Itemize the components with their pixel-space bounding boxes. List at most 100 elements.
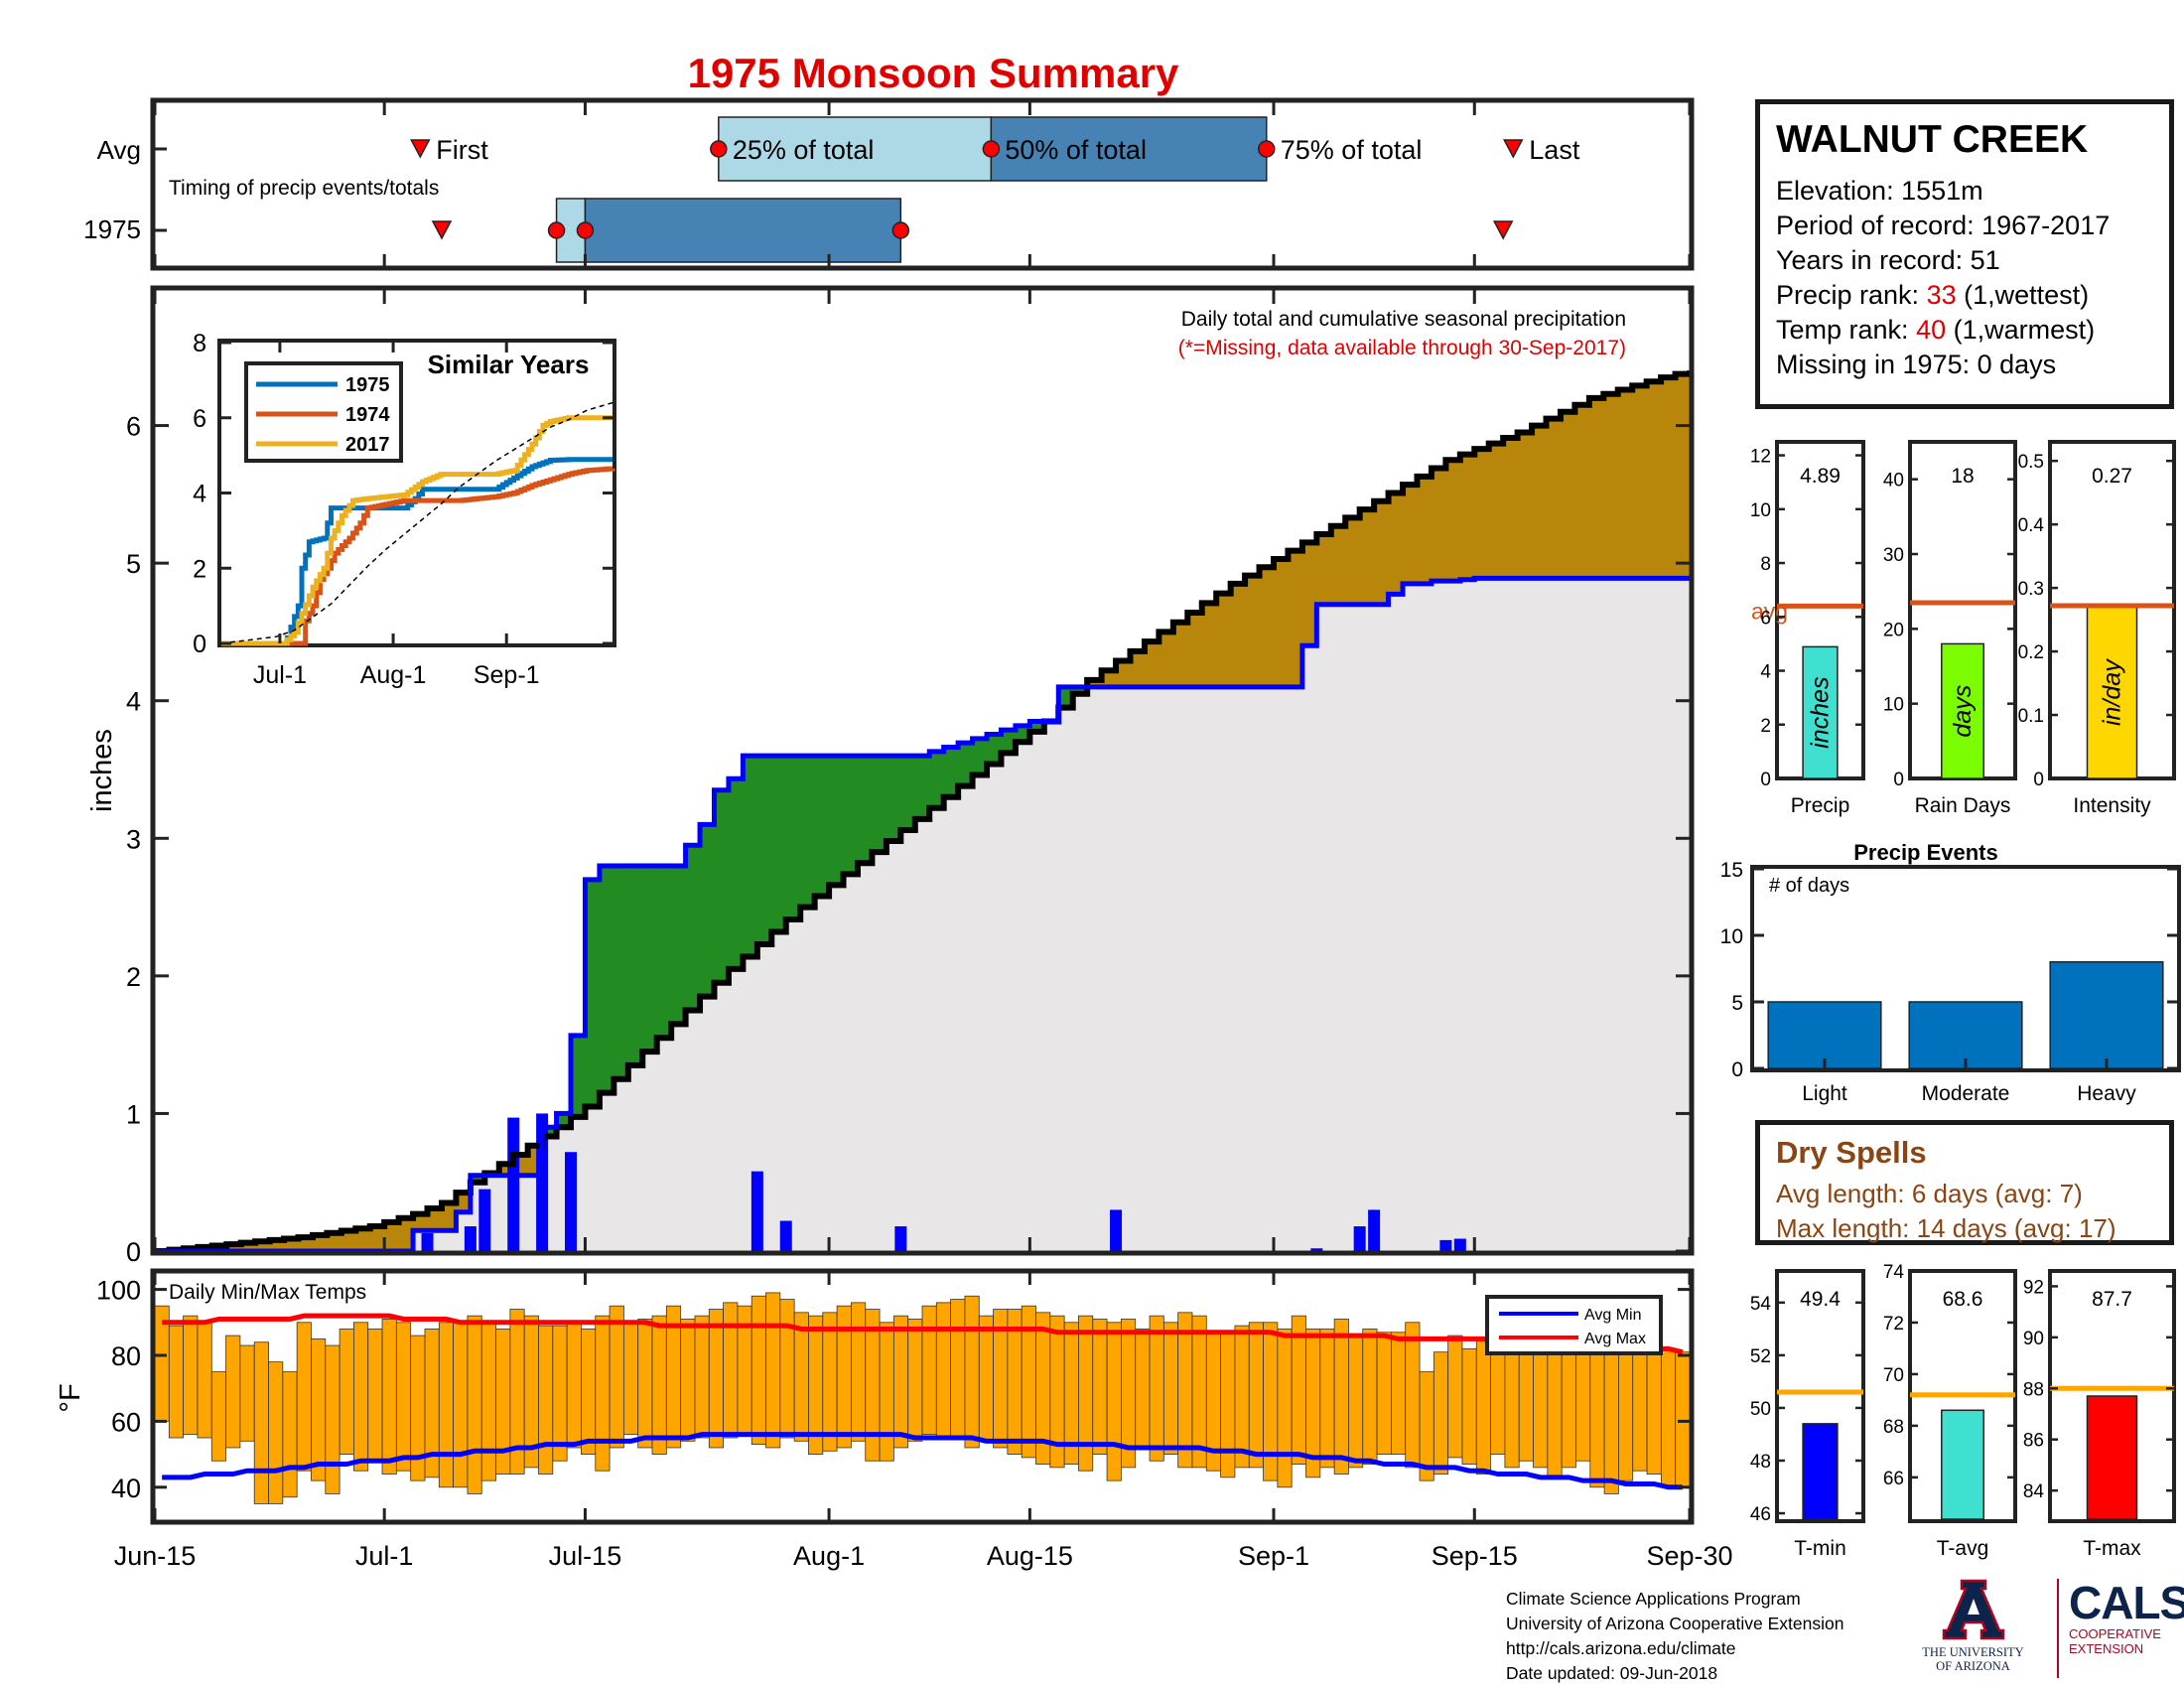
- temp-legend-label-0: Avg Min: [1584, 1307, 1642, 1324]
- diff-band-67: [1116, 660, 1132, 687]
- diff-band-45: [800, 756, 816, 908]
- timing-subtitle: Timing of precip events/totals: [169, 177, 439, 200]
- temp-y-tick-label-0: 40: [111, 1474, 141, 1503]
- temp-bar-55: [935, 1302, 952, 1439]
- year-p75-marker: [891, 221, 910, 239]
- diff-band-102: [1617, 389, 1634, 579]
- tstat-value-2: 87.7: [2092, 1288, 2132, 1311]
- diff-band-31: [599, 866, 615, 1093]
- diff-band-103: [1632, 385, 1648, 579]
- main-y-tick-label-2: 2: [126, 962, 141, 992]
- diff-band-15: [369, 1226, 385, 1251]
- temp-bar-105: [1646, 1341, 1662, 1475]
- station-info-box: WALNUT CREEK Elevation: 1551m Period of …: [1755, 99, 2174, 409]
- temp-rank-value: 40: [1916, 315, 1947, 345]
- diff-band-11: [312, 1234, 329, 1251]
- diff-band-52: [900, 756, 916, 830]
- year-box-50-75: [584, 198, 902, 263]
- tstat-y-tick-label-0-2: 50: [1750, 1399, 1771, 1420]
- event-y-tick-label-2: 10: [1720, 925, 1743, 948]
- event-bar-0: [1767, 1001, 1882, 1069]
- diff-band-61: [1029, 721, 1045, 732]
- diff-band-79: [1288, 550, 1303, 687]
- x-tick-label-5: Sep-1: [1238, 1541, 1309, 1571]
- stat-y-tick-label-0-3: 6: [1760, 608, 1771, 629]
- temp-bar-43: [765, 1292, 781, 1449]
- temp-bar-84: [1348, 1335, 1364, 1469]
- daily-precip-bar-13: [1439, 1239, 1452, 1251]
- diff-band-12: [327, 1232, 342, 1251]
- diff-band-30: [585, 879, 601, 1107]
- timing-label-first: First: [436, 135, 488, 165]
- temp-bar-34: [637, 1319, 653, 1449]
- avg-min-line: [162, 1432, 1683, 1490]
- temp-bar-35: [651, 1315, 667, 1456]
- dry-spells-avg: Avg length: 6 days (avg: 7): [1776, 1179, 2083, 1208]
- diff-band-17: [398, 1217, 414, 1251]
- diff-band-96: [1532, 425, 1548, 579]
- footer-line-4: Date updated: 09-Jun-2018: [1506, 1663, 1718, 1683]
- tstat-label-0: T-min: [1794, 1537, 1846, 1560]
- temp-bar-66: [1092, 1319, 1108, 1455]
- temp-bar-103: [1618, 1344, 1634, 1481]
- tstat-y-tick-label-1-0: 66: [1883, 1469, 1904, 1489]
- tstat-bar-1: [1941, 1409, 1984, 1520]
- diff-band-49: [857, 756, 874, 864]
- diff-band-39: [714, 789, 730, 983]
- stat-unit-1: days: [1949, 685, 1977, 738]
- main-precip-marks: 0 1 2 3 4 5 6: [126, 290, 1693, 1267]
- temp-bar-33: [622, 1322, 639, 1436]
- temp-bar-8: [268, 1361, 284, 1504]
- stat-bar-1: [1941, 642, 1984, 779]
- x-axis-labels: Jun-15 Jul-1 Jul-15 Aug-1 Aug-15 Sep-1 Sep-15 S…: [114, 1541, 1733, 1571]
- temp-bar-3: [197, 1322, 212, 1439]
- dry-spells-max: Max length: 14 days (avg: 17): [1776, 1213, 2116, 1243]
- diff-band-85: [1374, 500, 1390, 605]
- similar-years-marks: 0 2 4 6 8 Jul-1 Aug-1 Sep-1: [193, 330, 615, 689]
- page-title: 1975 Monsoon Summary: [688, 50, 1179, 96]
- station-name: WALNUT CREEK: [1776, 118, 2089, 161]
- tstat-y-tick-label-0-0: 46: [1750, 1504, 1771, 1525]
- diff-band-27: [542, 1127, 558, 1137]
- temp-bar-69: [1135, 1329, 1151, 1449]
- dry-spells-title: Dry Spells: [1776, 1135, 1927, 1170]
- diff-band-13: [341, 1230, 357, 1251]
- diff-band-36: [671, 866, 687, 1025]
- main-y-label: inches: [86, 729, 118, 812]
- diff-band-98: [1560, 411, 1576, 579]
- temp-bar-6: [239, 1344, 255, 1442]
- footer-line-3: http://cals.arizona.edu/climate: [1506, 1638, 1736, 1658]
- stat-y-tick-label-0-1: 2: [1760, 716, 1771, 737]
- diff-band-69: [1144, 641, 1160, 687]
- below-curve-fill: [155, 578, 1690, 1251]
- x-tick-label-3: Aug-1: [793, 1541, 865, 1571]
- avg-first-marker: [410, 139, 431, 159]
- diff-band-58: [987, 734, 1003, 765]
- daily-precip-bar-0: [421, 1232, 434, 1251]
- diff-band-33: [627, 866, 644, 1065]
- temp-bar-78: [1263, 1322, 1279, 1481]
- stat-y-tick-label-1-2: 20: [1883, 620, 1904, 640]
- main-y-tick-label-4: 4: [126, 687, 141, 717]
- stat-bar-2: [2086, 606, 2138, 779]
- temp-bar-7: [253, 1341, 269, 1504]
- footer-line-2: University of Arizona Cooperative Extens…: [1506, 1614, 1844, 1633]
- temp-bar-101: [1589, 1347, 1605, 1488]
- daily-precip-bar-12: [1368, 1209, 1381, 1251]
- year-p25-marker: [547, 221, 566, 239]
- tstat-bar-2: [2086, 1395, 2138, 1520]
- ua-text-line-2: OF ARIZONA: [1936, 1659, 2010, 1673]
- x-tick-label-1: Jul-1: [355, 1541, 414, 1571]
- tstat-y-tick-label-1-4: 74: [1883, 1262, 1905, 1283]
- temp-bar-87: [1390, 1332, 1407, 1456]
- timing-label-75: 75% of total: [1281, 135, 1423, 165]
- temp-bar-15: [367, 1329, 383, 1462]
- temp-marks: 40 60 80 100: [96, 1273, 1692, 1520]
- temp-legend-label-1: Avg Max: [1584, 1331, 1646, 1347]
- stat-label-1: Rain Days: [1915, 794, 2011, 817]
- arizona-a-icon: [1942, 1579, 2004, 1640]
- diff-band-44: [785, 756, 801, 920]
- temp-bar-98: [1547, 1347, 1563, 1478]
- diff-band-37: [685, 845, 701, 1011]
- event-category-label-1: Moderate: [1922, 1082, 2010, 1105]
